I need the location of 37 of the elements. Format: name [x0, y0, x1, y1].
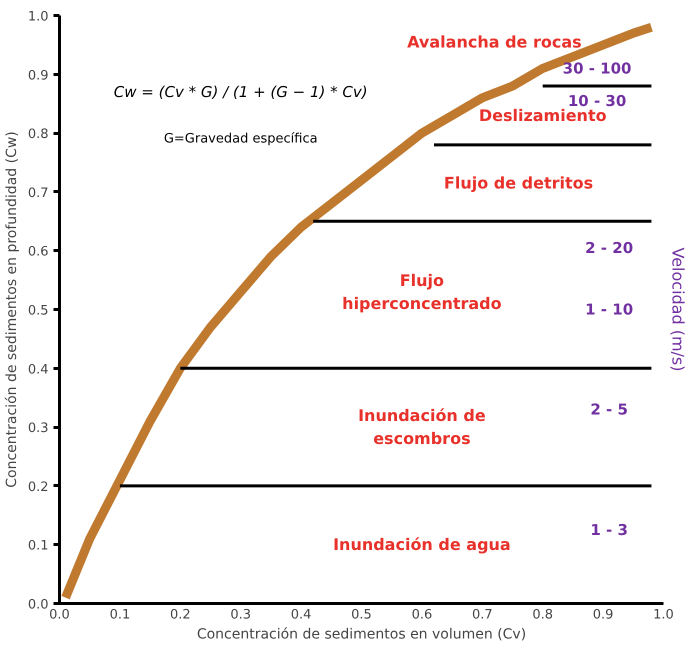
annotation: 2 - 20 [585, 238, 634, 257]
y-axis-title: Concentración de sedimentos en profundidad (Cw) [4, 131, 20, 488]
annotation: Avalancha de rocas [407, 32, 582, 52]
y-tick-label: 0.5 [28, 304, 49, 318]
y-tick-label: 0.4 [28, 362, 49, 378]
annotation: Cw = (Cv * G) / (1 + (G − 1) * Cv) [114, 82, 368, 101]
x-tick-label: 0.7 [472, 608, 493, 622]
x-tick-label: 0.3 [230, 608, 252, 622]
x-axis-title: Concentración de sedimentos en volumen (Cv) [196, 626, 526, 642]
y-tick-label: 0.6 [28, 244, 49, 260]
y-tick-label: 0.8 [28, 127, 49, 142]
x-tick-label: 0.4 [290, 608, 312, 622]
x-tick-label: 0.5 [351, 608, 372, 622]
y-tick-label: 0.1 [28, 538, 49, 554]
x-tick-label: 0.2 [170, 608, 191, 622]
y-tick-label: 0.2 [28, 480, 49, 495]
x-tick-label: 0.1 [110, 608, 130, 622]
annotation: Inundación de agua [333, 535, 511, 554]
x-tick-label: 0.8 [532, 608, 554, 622]
annotation: G=Gravedad específica [164, 131, 318, 146]
annotation: 30 - 100 [562, 59, 632, 78]
y-tick-label: 0.0 [28, 598, 49, 612]
x-tick-label: 1.0 [653, 608, 674, 622]
annotation: 1 - 10 [585, 300, 634, 318]
y-tick-label: 0.9 [28, 68, 49, 84]
y2-axis-title: Velocidad (m/s) [668, 247, 688, 372]
annotation: 2 - 5 [590, 400, 628, 418]
annotation: Inundación de escombros [358, 406, 486, 448]
x-tick-label: 0.6 [412, 608, 432, 622]
annotation: 1 - 3 [590, 521, 628, 539]
x-tick-label: 0.9 [592, 608, 614, 622]
annotation: Flujo de detritos [444, 174, 594, 193]
x-tick-label: 0.0 [49, 608, 70, 622]
y-tick-label: 0.7 [28, 186, 49, 201]
y-tick-label: 0.3 [28, 421, 49, 436]
y-tick-label: 1.0 [28, 10, 49, 24]
annotation: Flujo hiperconcentrado [342, 270, 502, 313]
